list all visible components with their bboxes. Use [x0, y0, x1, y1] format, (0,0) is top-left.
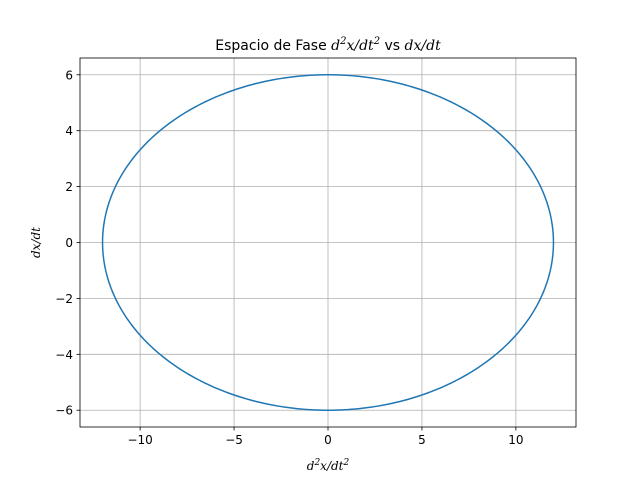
y-tick-label: 6 [65, 68, 73, 82]
y-tick-label: −2 [55, 292, 73, 306]
y-tick-label: 0 [65, 236, 73, 250]
y-tick-label: −6 [55, 404, 73, 418]
y-tick-label: 4 [65, 124, 73, 138]
y-axis-label: dx/dt [29, 227, 43, 258]
tick-marks [76, 74, 517, 431]
x-tick-labels: −10 −5 0 5 10 [127, 433, 523, 447]
chart-title: Espacio de Fase d2x/dt2 vs dx/dt [215, 36, 441, 54]
y-tick-label: 2 [65, 180, 73, 194]
y-tick-label: −4 [55, 348, 73, 362]
x-tick-label: 5 [418, 433, 426, 447]
phase-curve [101, 74, 555, 411]
y-tick-labels: −6 −4 −2 0 2 4 6 [55, 68, 73, 417]
x-tick-label: 10 [508, 433, 523, 447]
x-tick-label: 0 [324, 433, 332, 447]
x-tick-label: −5 [225, 433, 243, 447]
x-axis-label: d2x/dt2 [307, 458, 350, 473]
x-tick-label: −10 [127, 433, 152, 447]
